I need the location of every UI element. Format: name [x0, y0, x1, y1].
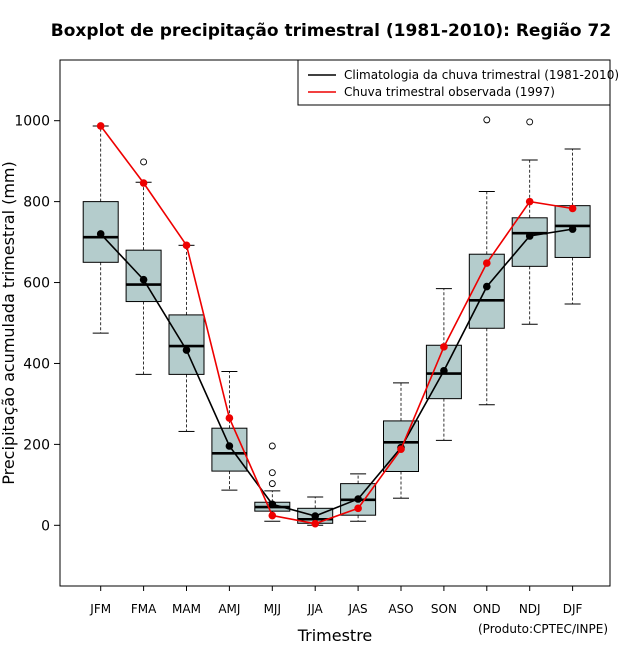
- climatology-point-JFM: [96, 230, 105, 238]
- climatology-point-NDJ: [525, 232, 534, 240]
- chart-title: Boxplot de precipitação trimestral (1981…: [51, 21, 611, 41]
- observed-point-ASO: [397, 445, 405, 454]
- series-group: [96, 122, 577, 528]
- x-tick-label-ASO: ASO: [388, 602, 413, 616]
- climatology-point-JAS: [354, 495, 362, 503]
- climatology-point-JJA: [311, 512, 320, 520]
- observed-point-OND: [483, 259, 491, 267]
- observed-point-SON: [440, 343, 448, 351]
- observed-point-JAS: [354, 504, 362, 513]
- y-axis: 0 200 400 600 800 1000: [14, 114, 60, 534]
- box-ASO: [383, 382, 419, 499]
- climatology-point-OND: [483, 282, 491, 291]
- x-tick-label-JJA: JJA: [307, 602, 324, 616]
- outlier-point: [268, 480, 276, 488]
- legend-label-observed: Chuva trimestral observada (1997): [344, 85, 555, 99]
- climatology-line: [100, 228, 573, 517]
- x-tick-label-NDJ: NDJ: [519, 602, 541, 616]
- x-tick-label-AMJ: AMJ: [218, 602, 240, 616]
- x-tick-label-OND: OND: [473, 602, 501, 616]
- legend: Climatologia da chuva trimestral (1981-2…: [297, 59, 619, 106]
- climatology-point-MJJ: [268, 500, 277, 509]
- outlier-point: [483, 116, 491, 124]
- climatology-point-MAM: [182, 346, 191, 354]
- boxes-group: [82, 116, 591, 526]
- x-axis-title: Trimestre: [297, 626, 373, 645]
- box-MJJ: [254, 442, 291, 522]
- box-iqr: [511, 217, 548, 267]
- x-tick-label-JFM: JFM: [89, 602, 111, 616]
- x-tick-label-MJJ: MJJ: [264, 602, 281, 616]
- x-tick-label-DJF: DJF: [563, 602, 583, 616]
- box-MAM: [168, 244, 205, 432]
- observed-point-AMJ: [225, 414, 234, 422]
- climatology-point-FMA: [139, 275, 148, 284]
- climatology-point-DJF: [568, 225, 577, 233]
- legend-label-climatology: Climatologia da chuva trimestral (1981-2…: [344, 68, 619, 82]
- y-tick-label: 800: [23, 195, 50, 211]
- observed-point-MAM: [182, 241, 191, 250]
- box-JFM: [82, 125, 119, 334]
- x-tick-label-FMA: FMA: [131, 602, 157, 616]
- box-AMJ: [211, 371, 248, 491]
- plot-frame: [59, 59, 611, 587]
- outlier-point: [526, 118, 534, 126]
- observed-point-DJF: [568, 204, 577, 213]
- box-NDJ: [511, 118, 548, 325]
- x-tick-label-SON: SON: [431, 602, 457, 616]
- box-iqr: [168, 314, 205, 375]
- credit-label: (Produto:CPTEC/INPE): [478, 622, 608, 636]
- x-axis: JFM FMA MAM AMJ MJJ JJA JAS ASO SON OND NDJ DJF: [89, 586, 583, 616]
- legend-box: [297, 59, 611, 106]
- observed-point-FMA: [139, 179, 148, 187]
- box-FMA: [125, 158, 162, 375]
- outlier-point: [268, 442, 276, 450]
- y-tick-label: 400: [23, 356, 50, 372]
- box-iqr: [125, 249, 162, 303]
- observed-point-NDJ: [525, 197, 534, 206]
- y-tick-label: 0: [41, 518, 50, 534]
- y-tick-label: 1000: [14, 114, 50, 130]
- box-SON: [425, 288, 462, 441]
- climatology-point-AMJ: [225, 442, 234, 450]
- observed-point-JFM: [96, 122, 105, 130]
- y-tick-label: 600: [23, 276, 50, 292]
- y-axis-title: Precipitação acumulada trimestral (mm): [0, 161, 18, 485]
- climatology-point-SON: [440, 366, 448, 375]
- observed-point-MJJ: [268, 511, 277, 520]
- outlier-point: [140, 158, 148, 166]
- y-tick-label: 200: [23, 437, 50, 453]
- outlier-point: [268, 469, 276, 477]
- observed-point-JJA: [311, 519, 320, 528]
- observed-line: [100, 125, 573, 525]
- x-tick-label-JAS: JAS: [348, 602, 368, 616]
- x-tick-label-MAM: MAM: [172, 602, 201, 616]
